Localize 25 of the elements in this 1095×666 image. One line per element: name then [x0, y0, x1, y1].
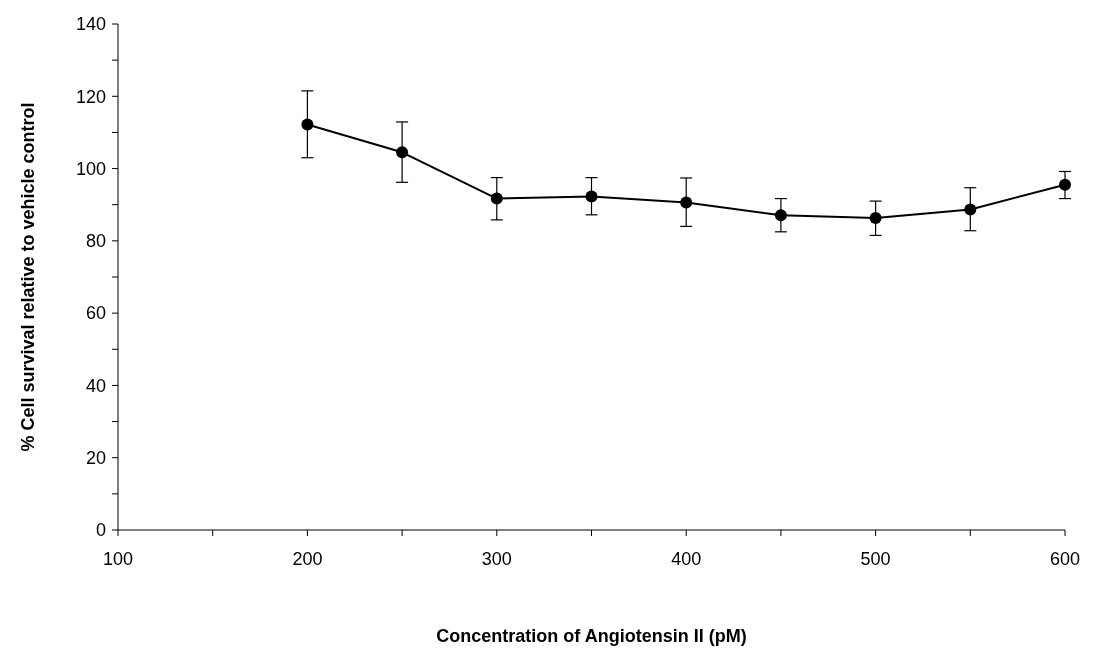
y-tick-label: 60 [85, 303, 106, 324]
y-tick-label: 140 [75, 14, 106, 35]
point [301, 118, 314, 131]
y-tick-label: 80 [85, 231, 106, 252]
x-tick-label: 100 [102, 549, 134, 569]
point [869, 212, 882, 225]
y-tick-label: 20 [85, 448, 106, 469]
point [396, 146, 409, 159]
point [680, 196, 693, 209]
x-tick-label: 600 [1049, 549, 1081, 569]
y-axis-title: % Cell survival relative to vehicle control [18, 102, 38, 452]
point [490, 192, 503, 205]
x-axis-title: Concentration of Angiotensin II (pM) [436, 626, 747, 646]
y-tick-label: 0 [95, 520, 106, 541]
x-tick-label: 400 [671, 549, 702, 569]
x-tick-label: 500 [860, 549, 891, 569]
x-tick-label: 200 [292, 549, 323, 569]
y-tick-label: 120 [75, 86, 106, 107]
point [774, 209, 787, 222]
y-tick-label: 40 [85, 375, 106, 396]
point [1059, 178, 1071, 191]
point [964, 203, 977, 216]
x-tick-label: 300 [481, 549, 512, 569]
point [585, 190, 598, 203]
y-tick-label: 100 [75, 158, 106, 179]
